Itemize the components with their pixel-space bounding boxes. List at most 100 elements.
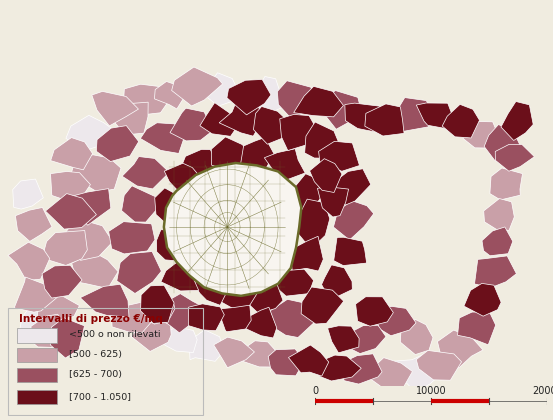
Polygon shape bbox=[51, 138, 92, 170]
Polygon shape bbox=[15, 207, 52, 241]
Polygon shape bbox=[42, 265, 82, 298]
Polygon shape bbox=[13, 179, 43, 209]
Polygon shape bbox=[148, 299, 175, 324]
Polygon shape bbox=[108, 102, 148, 135]
Polygon shape bbox=[396, 97, 435, 132]
Polygon shape bbox=[345, 103, 388, 132]
Polygon shape bbox=[42, 231, 87, 265]
Polygon shape bbox=[92, 92, 138, 126]
Bar bbox=[18, 390, 58, 404]
Polygon shape bbox=[164, 163, 301, 296]
Polygon shape bbox=[45, 194, 96, 229]
Polygon shape bbox=[290, 236, 324, 271]
Polygon shape bbox=[220, 274, 259, 310]
Polygon shape bbox=[171, 67, 223, 106]
Polygon shape bbox=[80, 284, 129, 317]
Polygon shape bbox=[374, 307, 416, 336]
Polygon shape bbox=[368, 358, 413, 392]
Polygon shape bbox=[241, 307, 276, 338]
Polygon shape bbox=[305, 122, 340, 158]
Polygon shape bbox=[207, 73, 237, 106]
Polygon shape bbox=[321, 265, 352, 300]
Polygon shape bbox=[189, 304, 225, 331]
Polygon shape bbox=[416, 103, 453, 130]
Polygon shape bbox=[66, 116, 116, 151]
Polygon shape bbox=[31, 314, 65, 347]
Polygon shape bbox=[457, 312, 495, 345]
Text: 20000: 20000 bbox=[532, 386, 553, 396]
Polygon shape bbox=[189, 330, 223, 361]
Polygon shape bbox=[122, 157, 169, 189]
Polygon shape bbox=[394, 354, 441, 393]
Polygon shape bbox=[50, 318, 85, 358]
Polygon shape bbox=[219, 98, 264, 136]
Polygon shape bbox=[122, 186, 158, 222]
Polygon shape bbox=[249, 76, 285, 115]
Polygon shape bbox=[317, 187, 348, 217]
Polygon shape bbox=[490, 168, 523, 200]
Text: [700 - 1.050]: [700 - 1.050] bbox=[69, 391, 131, 401]
Polygon shape bbox=[140, 285, 174, 323]
Polygon shape bbox=[319, 141, 359, 171]
Polygon shape bbox=[218, 305, 251, 332]
Text: 10000: 10000 bbox=[416, 386, 447, 396]
Text: <500 o non rilevati: <500 o non rilevati bbox=[69, 331, 161, 339]
Polygon shape bbox=[71, 155, 121, 192]
Polygon shape bbox=[264, 149, 305, 184]
Polygon shape bbox=[484, 124, 520, 161]
Polygon shape bbox=[123, 84, 170, 115]
Polygon shape bbox=[278, 269, 314, 296]
Polygon shape bbox=[333, 201, 374, 240]
Polygon shape bbox=[295, 199, 330, 249]
Polygon shape bbox=[227, 79, 271, 115]
Polygon shape bbox=[96, 126, 139, 162]
Text: [625 - 700): [625 - 700) bbox=[69, 370, 122, 379]
Polygon shape bbox=[161, 260, 199, 291]
Polygon shape bbox=[268, 349, 305, 376]
Polygon shape bbox=[111, 302, 154, 332]
Polygon shape bbox=[170, 108, 213, 141]
Polygon shape bbox=[346, 325, 386, 354]
Polygon shape bbox=[289, 174, 324, 210]
Bar bbox=[18, 328, 58, 343]
Polygon shape bbox=[180, 150, 218, 183]
Polygon shape bbox=[365, 104, 404, 136]
Polygon shape bbox=[482, 227, 513, 256]
Polygon shape bbox=[333, 237, 367, 265]
Polygon shape bbox=[330, 169, 371, 205]
Polygon shape bbox=[400, 320, 433, 354]
Polygon shape bbox=[20, 305, 55, 341]
Polygon shape bbox=[280, 114, 316, 150]
Polygon shape bbox=[8, 242, 50, 281]
Text: 0: 0 bbox=[312, 386, 319, 396]
Polygon shape bbox=[50, 171, 91, 202]
Text: Intervalli di prezzo €/mq: Intervalli di prezzo €/mq bbox=[19, 314, 163, 324]
Polygon shape bbox=[213, 337, 254, 368]
Polygon shape bbox=[474, 256, 517, 288]
Polygon shape bbox=[270, 299, 315, 338]
Polygon shape bbox=[161, 294, 204, 333]
Polygon shape bbox=[301, 287, 344, 324]
Polygon shape bbox=[278, 81, 313, 118]
Text: [500 - 625): [500 - 625) bbox=[69, 350, 122, 359]
Bar bbox=[18, 348, 58, 362]
Polygon shape bbox=[211, 137, 250, 172]
Polygon shape bbox=[416, 350, 462, 380]
Polygon shape bbox=[14, 277, 58, 312]
Polygon shape bbox=[38, 294, 80, 323]
Polygon shape bbox=[131, 318, 171, 352]
Polygon shape bbox=[109, 222, 155, 254]
Polygon shape bbox=[200, 102, 240, 136]
Polygon shape bbox=[154, 81, 187, 109]
Polygon shape bbox=[253, 107, 289, 144]
Polygon shape bbox=[155, 188, 185, 228]
Polygon shape bbox=[495, 144, 534, 171]
Polygon shape bbox=[294, 87, 343, 117]
Polygon shape bbox=[322, 91, 361, 129]
Polygon shape bbox=[241, 137, 274, 173]
Polygon shape bbox=[442, 104, 479, 138]
Polygon shape bbox=[72, 252, 118, 289]
Polygon shape bbox=[157, 327, 197, 352]
Polygon shape bbox=[140, 123, 185, 153]
Polygon shape bbox=[68, 189, 111, 225]
